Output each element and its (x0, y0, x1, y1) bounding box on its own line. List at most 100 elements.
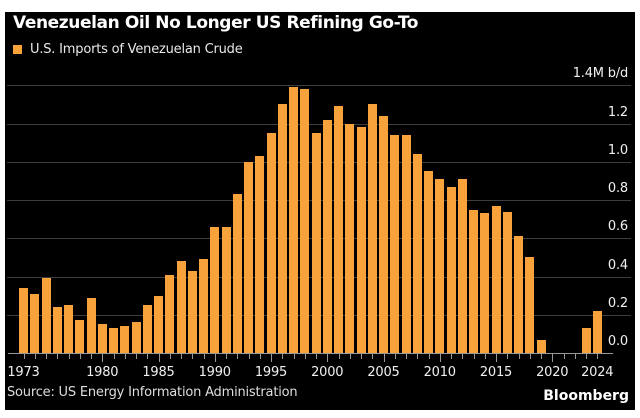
axis-tick (406, 354, 407, 359)
plot-area: 1.4M b/d 1.2 1.0 0.8 0.6 0.4 0.2 0.0 1973 1980 198… (5, 12, 635, 410)
axis-tick (293, 354, 295, 359)
axis-tick (507, 354, 509, 359)
y-axis-label: 0.6 (607, 219, 628, 235)
x-axis-line (8, 353, 613, 354)
axis-tick (248, 354, 250, 359)
axis-tick (68, 354, 70, 359)
chart-canvas: Venezuelan Oil No Longer US Refining Go-… (5, 12, 635, 410)
y-axis-label: 1.4M b/d (572, 66, 629, 82)
bar (75, 320, 85, 353)
axis-tick (451, 354, 452, 359)
y-axis-label: 0.0 (607, 334, 628, 349)
axis-tick (147, 354, 149, 359)
x-axis-label: 1985 (142, 365, 175, 380)
x-axis-label: 2024 (581, 365, 614, 380)
bar (277, 104, 287, 353)
axis-tick (304, 354, 306, 359)
x-axis-label: 1990 (198, 365, 231, 380)
bar (244, 161, 253, 353)
axis-tick (124, 354, 126, 359)
bar (154, 295, 163, 353)
gridline (7, 123, 631, 125)
axis-tick (552, 354, 554, 362)
axis-tick (203, 354, 205, 359)
gridline (7, 85, 631, 87)
axis-tick (91, 354, 92, 359)
x-axis-label: 2015 (479, 365, 513, 380)
bar (367, 104, 377, 353)
bar (187, 270, 197, 353)
axis-tick (181, 354, 182, 359)
bar (131, 322, 141, 353)
axis-tick (136, 354, 137, 359)
legend-swatch-icon (13, 45, 22, 54)
axis-tick (462, 354, 464, 359)
axis-tick (518, 354, 520, 359)
axis-tick (23, 354, 25, 359)
axis-tick (394, 354, 396, 359)
bar (345, 123, 355, 353)
axis-tick (316, 354, 317, 359)
bar (311, 133, 321, 353)
bar (514, 236, 523, 353)
bar (469, 209, 478, 353)
bar (379, 115, 388, 353)
bar (322, 119, 332, 353)
bar (356, 127, 366, 353)
chart-title: Venezuelan Oil No Longer US Refining Go-… (13, 13, 419, 33)
y-axis-label: 0.8 (607, 181, 628, 197)
bar (581, 328, 591, 353)
y-axis-label: 1.2 (607, 104, 628, 120)
axis-tick (484, 354, 486, 359)
bar (120, 326, 130, 353)
legend-label: U.S. Imports of Venezuelan Crude (30, 42, 243, 57)
bar (424, 171, 433, 353)
axis-tick (237, 354, 239, 359)
axis-tick (428, 354, 430, 359)
bar (502, 211, 512, 353)
y-axis-label: 0.2 (607, 295, 628, 311)
axis-tick (169, 354, 171, 359)
bar (41, 278, 51, 353)
bar (592, 310, 602, 353)
axis-tick (271, 354, 272, 362)
bar (52, 307, 62, 353)
axis-tick (338, 354, 340, 359)
bar (525, 257, 535, 353)
bar (255, 156, 265, 353)
y-axis-label: 0.4 (607, 257, 628, 273)
axis-tick (383, 354, 385, 362)
axis-tick (586, 354, 587, 359)
bar (86, 297, 96, 353)
axis-tick (158, 354, 160, 362)
x-axis-label: 1995 (254, 365, 288, 380)
bar (334, 106, 343, 353)
bar (109, 328, 118, 353)
axis-tick (529, 354, 531, 359)
axis-tick (327, 354, 329, 362)
bar (457, 178, 467, 353)
axis-tick (563, 354, 565, 359)
axis-tick (192, 354, 194, 359)
bar (480, 213, 490, 353)
x-axis-label: 2005 (367, 365, 400, 380)
bar (289, 87, 298, 353)
bar (142, 305, 152, 353)
x-axis-label: 1973 (7, 365, 40, 380)
axis-tick (46, 354, 47, 359)
x-axis-label: 2010 (423, 365, 456, 380)
axis-tick (282, 354, 284, 359)
bar (491, 205, 501, 353)
bar (97, 324, 107, 353)
source-text: Source: US Energy Information Administra… (7, 385, 298, 400)
axis-tick (361, 354, 362, 359)
bar (412, 154, 422, 353)
axis-tick (102, 354, 104, 362)
axis-tick (473, 354, 475, 359)
bar (199, 259, 208, 353)
axis-tick (541, 354, 542, 359)
axis-tick (214, 354, 216, 362)
bar (64, 305, 73, 353)
x-axis-label: 2020 (536, 365, 569, 380)
bar (435, 178, 445, 353)
